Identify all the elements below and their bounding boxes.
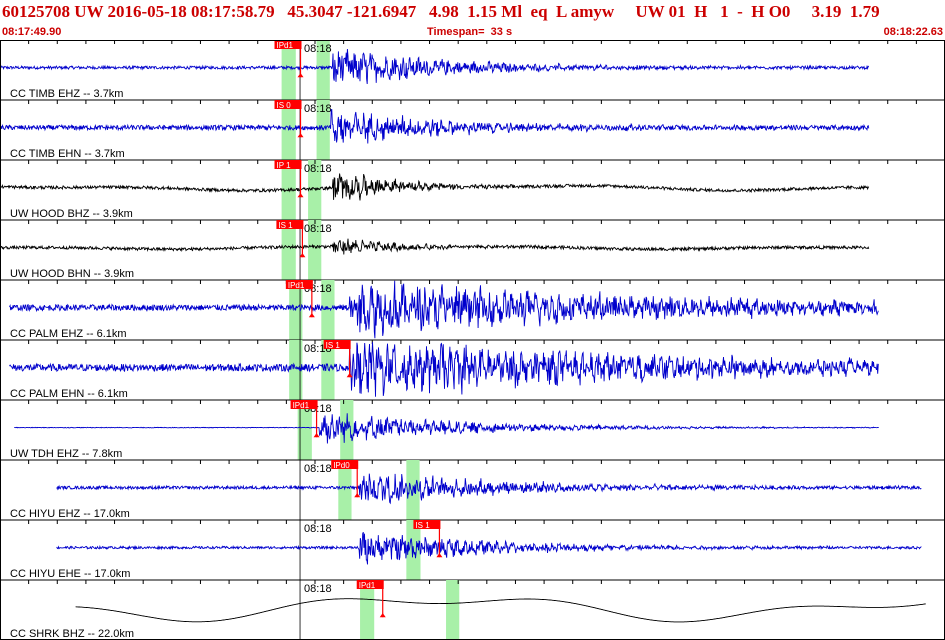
p-window <box>297 400 312 460</box>
pick-arrow <box>297 73 304 78</box>
pick-flag[interactable] <box>331 460 359 469</box>
station-label: CC PALM EHN -- 6.1km <box>10 388 128 400</box>
station-label: UW HOOD BHN -- 3.9km <box>10 268 134 280</box>
pick-flag[interactable] <box>274 160 302 169</box>
minute-label: 08:18 <box>304 223 332 235</box>
waveform <box>75 598 926 623</box>
waveform <box>9 280 879 339</box>
trace-row[interactable]: 08:18 IS 0 CC TIMB EHN -- 3.7km <box>0 100 945 161</box>
pick-label: IS 1 <box>278 221 293 230</box>
waveform <box>0 238 870 255</box>
pick-flag[interactable] <box>285 280 313 289</box>
pick-arrow <box>346 373 353 378</box>
event-summary: 60125708 UW 2016-05-18 08:17:58.79 45.30… <box>2 2 880 21</box>
pick-label: IPd1 <box>293 401 310 410</box>
station-label: UW HOOD BHZ -- 3.9km <box>10 208 133 220</box>
pick-arrow <box>313 433 320 438</box>
waveform <box>0 173 870 201</box>
waveform <box>0 48 870 85</box>
seismogram-panel[interactable]: 08:18 IPd1 CC TIMB EHZ -- 3.7km 08:18 IS 0 CC… <box>0 40 945 640</box>
pick-arrow <box>297 133 304 138</box>
pick-arrow <box>299 253 306 258</box>
station-label: CC PALM EHZ -- 6.1km <box>10 328 127 340</box>
pick-label: IP 1 <box>277 161 292 170</box>
trace-row[interactable]: 08:18 IPd0 CC HIYU EHZ -- 17.0km <box>0 460 945 521</box>
trace-row[interactable]: 08:18 IPd1 CC SHRK BHZ -- 22.0km <box>0 580 945 640</box>
pick-flag[interactable] <box>274 100 302 109</box>
pick-flag[interactable] <box>356 580 384 589</box>
pick-label: IPd0 <box>333 461 350 470</box>
trace-row[interactable]: 08:18 IS 1 CC HIYU EHE -- 17.0km <box>0 520 945 581</box>
s-window <box>321 340 335 400</box>
minute-label: 08:18 <box>304 43 332 55</box>
trace-row[interactable]: 08:18 IPd1 CC TIMB EHZ -- 3.7km <box>0 40 945 101</box>
pick-label: IS 1 <box>415 521 430 530</box>
waveform <box>0 109 870 144</box>
pick-arrow <box>379 613 386 618</box>
station-label: CC SHRK BHZ -- 22.0km <box>10 628 134 640</box>
pick-arrow <box>297 193 304 198</box>
start-time: 08:17:49.90 <box>2 26 62 38</box>
pick-arrow <box>308 313 315 318</box>
s-window <box>308 160 322 220</box>
pick-flag[interactable] <box>274 40 302 49</box>
station-label: CC TIMB EHZ -- 3.7km <box>10 88 123 100</box>
p-window <box>281 220 296 280</box>
station-label: CC HIYU EHE -- 17.0km <box>10 568 130 580</box>
s-window <box>340 400 354 460</box>
s-window <box>316 40 330 100</box>
trace-row[interactable]: 08:18 IS 1 UW HOOD BHN -- 3.9km <box>0 220 945 281</box>
minute-label: 08:18 <box>304 103 332 115</box>
minute-label: 08:18 <box>304 583 332 595</box>
station-label: CC TIMB EHN -- 3.7km <box>10 148 125 160</box>
waveform <box>56 473 922 505</box>
pick-label: IPd1 <box>359 581 376 590</box>
minute-label: 08:18 <box>304 523 332 535</box>
waveform <box>9 342 879 397</box>
pick-label: IPd1 <box>277 41 294 50</box>
p-window <box>281 40 296 100</box>
timespan-label: Timespan= 33 s <box>427 26 513 38</box>
pick-label: IS 0 <box>277 101 292 110</box>
waveform <box>56 532 922 565</box>
pick-flag[interactable] <box>276 220 304 229</box>
station-label: CC HIYU EHZ -- 17.0km <box>10 508 130 520</box>
s-window <box>308 220 322 280</box>
p-window <box>289 340 303 400</box>
minute-label: 08:18 <box>304 463 332 475</box>
p-window <box>338 460 352 520</box>
pick-label: IPd1 <box>288 281 305 290</box>
pick-arrow <box>436 553 443 558</box>
minute-label: 08:18 <box>304 163 332 175</box>
pick-flag[interactable] <box>290 400 318 409</box>
pick-flag[interactable] <box>413 520 441 529</box>
header: 60125708 UW 2016-05-18 08:17:58.79 45.30… <box>0 0 945 40</box>
pick-arrow <box>354 493 361 498</box>
station-label: UW TDH EHZ -- 7.8km <box>10 448 122 460</box>
p-window <box>360 580 375 640</box>
pick-label: IS 1 <box>326 341 341 350</box>
pick-flag[interactable] <box>323 340 351 349</box>
s-window <box>446 580 460 640</box>
waveform <box>14 413 879 444</box>
trace-row[interactable]: 08:18 IP 1 UW HOOD BHZ -- 3.9km <box>0 160 945 221</box>
end-time: 08:18:22.63 <box>883 26 943 38</box>
